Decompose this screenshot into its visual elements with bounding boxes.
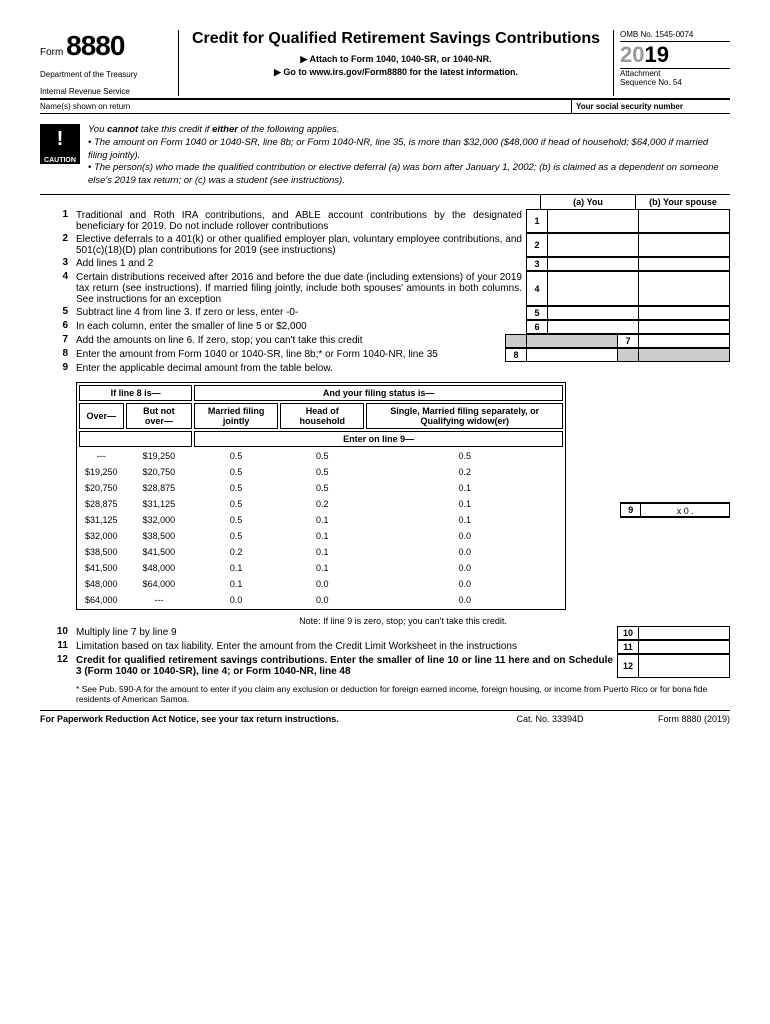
decimal-table: If line 8 is—And your filing status is— … bbox=[76, 382, 566, 610]
line-1-text: Traditional and Roth IRA contributions, … bbox=[76, 209, 526, 233]
dept-line2: Internal Revenue Service bbox=[40, 87, 170, 96]
omb-number: OMB No. 1545-0074 bbox=[620, 30, 730, 42]
form-title: Credit for Qualified Retirement Savings … bbox=[187, 30, 605, 48]
name-label[interactable]: Name(s) shown on return bbox=[40, 100, 571, 113]
line-6a-input[interactable] bbox=[547, 320, 638, 334]
line-6-text: In each column, enter the smaller of lin… bbox=[76, 320, 526, 334]
line-4b-input[interactable] bbox=[638, 271, 730, 306]
line-10-text: Multiply line 7 by line 9 bbox=[76, 626, 617, 640]
form-number: 8880 bbox=[66, 30, 124, 61]
attachment-label: Attachment bbox=[620, 68, 730, 78]
line-3a-input[interactable] bbox=[547, 257, 638, 271]
line-4a-input[interactable] bbox=[547, 271, 638, 306]
line-6b-input[interactable] bbox=[638, 320, 730, 334]
line-4-text: Certain distributions received after 201… bbox=[76, 271, 526, 306]
line-10-input[interactable] bbox=[638, 626, 730, 640]
line-11-input[interactable] bbox=[638, 640, 730, 654]
line-2b-input[interactable] bbox=[638, 233, 730, 257]
line-5a-input[interactable] bbox=[547, 306, 638, 320]
line-1b-input[interactable] bbox=[638, 209, 730, 233]
goto-instruction: ▶ Go to www.irs.gov/Form8880 for the lat… bbox=[187, 67, 605, 78]
line-2a-input[interactable] bbox=[547, 233, 638, 257]
footer-center: Cat. No. 33394D bbox=[490, 714, 610, 724]
line-12-input[interactable] bbox=[638, 654, 730, 678]
year-prefix: 20 bbox=[620, 42, 644, 67]
table-note: Note: If line 9 is zero, stop; you can't… bbox=[76, 616, 730, 626]
ssn-label[interactable]: Your social security number bbox=[571, 100, 730, 113]
caution-icon: CAUTION bbox=[40, 124, 80, 164]
dept-line1: Department of the Treasury bbox=[40, 70, 170, 79]
line-12-text: Credit for qualified retirement savings … bbox=[76, 654, 617, 678]
caution-text: You cannot take this credit if either of… bbox=[88, 124, 730, 188]
line-9-text: Enter the applicable decimal amount from… bbox=[76, 362, 730, 376]
form-header: Form 8880 Department of the Treasury Int… bbox=[40, 30, 730, 100]
line-3b-input[interactable] bbox=[638, 257, 730, 271]
column-b-header: (b) Your spouse bbox=[635, 195, 730, 209]
line-1a-input[interactable] bbox=[547, 209, 638, 233]
line-2-text: Elective deferrals to a 401(k) or other … bbox=[76, 233, 526, 257]
attach-instruction: ▶ Attach to Form 1040, 1040-SR, or 1040-… bbox=[187, 54, 605, 65]
line-8-input[interactable] bbox=[526, 348, 617, 362]
line-5-text: Subtract line 4 from line 3. If zero or … bbox=[76, 306, 526, 320]
line-8-text: Enter the amount from Form 1040 or 1040-… bbox=[76, 348, 505, 362]
line-11-text: Limitation based on tax liability. Enter… bbox=[76, 640, 617, 654]
line-9-value[interactable]: x 0 . bbox=[640, 503, 730, 517]
footer-left: For Paperwork Reduction Act Notice, see … bbox=[40, 714, 490, 724]
form-word: Form bbox=[40, 47, 63, 58]
footer-right: Form 8880 (2019) bbox=[610, 714, 730, 724]
line-5b-input[interactable] bbox=[638, 306, 730, 320]
sequence-number: Sequence No. 54 bbox=[620, 78, 730, 87]
line-3-text: Add lines 1 and 2 bbox=[76, 257, 526, 271]
footnote: * See Pub. 590-A for the amount to enter… bbox=[76, 684, 730, 704]
column-a-header: (a) You bbox=[540, 195, 635, 209]
line-7-input[interactable] bbox=[638, 334, 730, 348]
line-7-text: Add the amounts on line 6. If zero, stop… bbox=[76, 334, 505, 348]
year: 19 bbox=[644, 42, 668, 67]
